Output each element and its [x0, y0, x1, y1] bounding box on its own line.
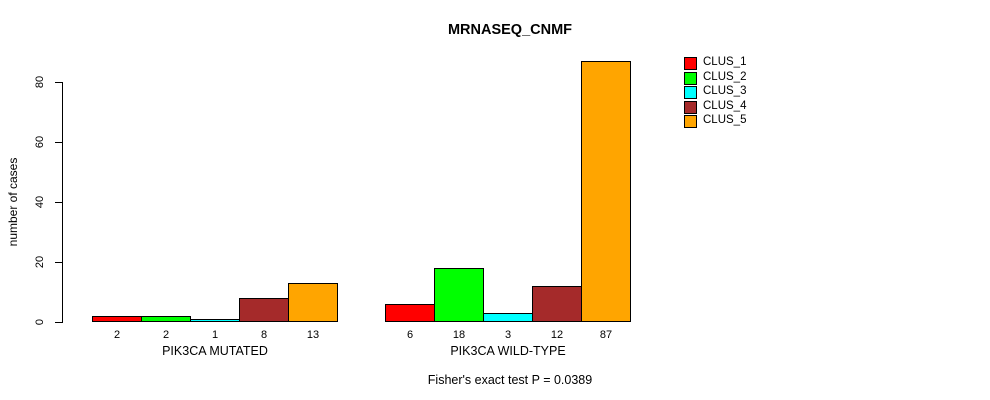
- legend-item-label: CLUS_3: [703, 85, 747, 98]
- bar-clus_3: [190, 319, 240, 322]
- bar-value-label: 6: [406, 329, 414, 341]
- legend-item-label: CLUS_1: [703, 56, 747, 68]
- legend-swatch: [684, 86, 697, 100]
- bar-value-label: 3: [504, 329, 512, 341]
- bar-clus_5: [581, 61, 631, 322]
- bar-value-label: 1: [211, 329, 219, 341]
- y-axis-title: number of cases: [6, 157, 20, 247]
- y-tick-label: 20: [34, 255, 46, 269]
- y-axis-line: [62, 82, 63, 323]
- chart-title: MRNASEQ_CNMF: [447, 22, 573, 38]
- legend-swatch: [684, 71, 697, 85]
- bar-clus_2: [434, 268, 484, 322]
- group-axis-label: PIK3CA WILD-TYPE: [450, 344, 566, 358]
- bar-clus_4: [239, 298, 289, 322]
- y-tick-label: 0: [34, 318, 46, 326]
- bar-value-label: 12: [550, 329, 564, 341]
- y-tick-mark: [55, 262, 62, 263]
- legend-swatch: [684, 57, 697, 70]
- bar-value-label: 18: [452, 329, 466, 341]
- y-tick-label: 40: [34, 195, 46, 209]
- legend-item-label: CLUS_4: [703, 99, 747, 112]
- legend-swatch: [684, 115, 697, 129]
- bar-value-label: 2: [113, 329, 121, 341]
- y-tick-mark: [55, 82, 62, 83]
- bar-value-label: 2: [162, 329, 170, 341]
- legend-swatch: [684, 100, 697, 114]
- bar-clus_1: [385, 304, 435, 322]
- y-tick-mark: [55, 142, 62, 143]
- y-tick-label: 80: [34, 75, 46, 89]
- fisher-test-annotation: Fisher's exact test P = 0.0389: [427, 373, 593, 387]
- y-tick-mark: [55, 202, 62, 203]
- bar-clus_1: [92, 316, 142, 322]
- y-tick-mark: [55, 322, 62, 323]
- bar-clus_5: [288, 283, 338, 322]
- bar-clus_4: [532, 286, 582, 322]
- bar-clus_3: [483, 313, 533, 322]
- y-tick-label: 60: [34, 135, 46, 149]
- bar-clus_2: [141, 316, 191, 322]
- bar-value-label: 87: [599, 329, 613, 341]
- bar-value-label: 13: [306, 329, 320, 341]
- legend-item-label: CLUS_5: [703, 114, 747, 127]
- legend-item-label: CLUS_2: [703, 70, 747, 83]
- group-axis-label: PIK3CA MUTATED: [162, 344, 268, 358]
- bar-value-label: 8: [260, 329, 268, 341]
